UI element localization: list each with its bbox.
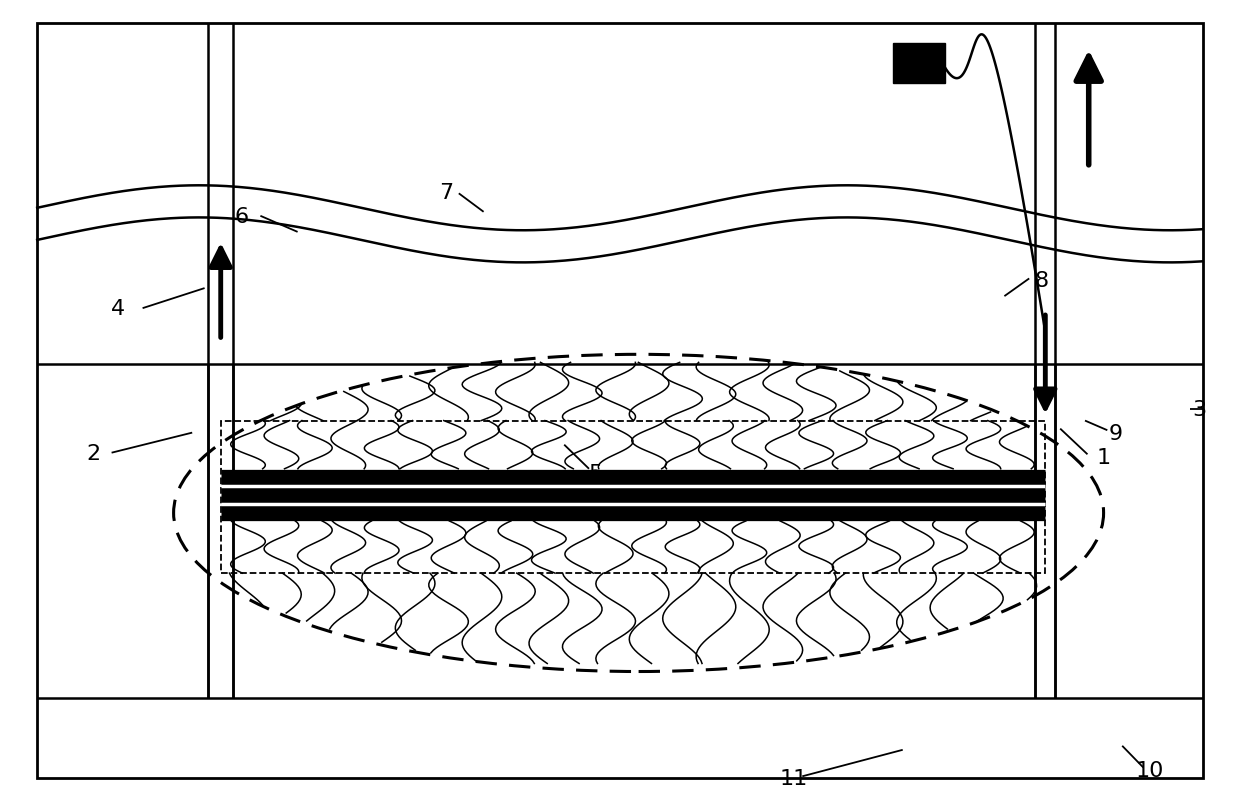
Text: 10: 10 xyxy=(1136,760,1163,780)
Text: 2: 2 xyxy=(86,444,100,463)
Bar xyxy=(893,44,945,84)
Text: 7: 7 xyxy=(439,183,454,202)
Text: 6: 6 xyxy=(234,207,249,226)
Text: 5: 5 xyxy=(588,464,603,483)
Text: 4: 4 xyxy=(110,299,125,318)
Text: 9: 9 xyxy=(1109,423,1123,443)
Bar xyxy=(221,421,1045,573)
Text: 1: 1 xyxy=(1096,448,1111,467)
Text: 8: 8 xyxy=(1034,271,1049,290)
Text: 3: 3 xyxy=(1192,399,1207,419)
Text: 11: 11 xyxy=(780,768,807,788)
